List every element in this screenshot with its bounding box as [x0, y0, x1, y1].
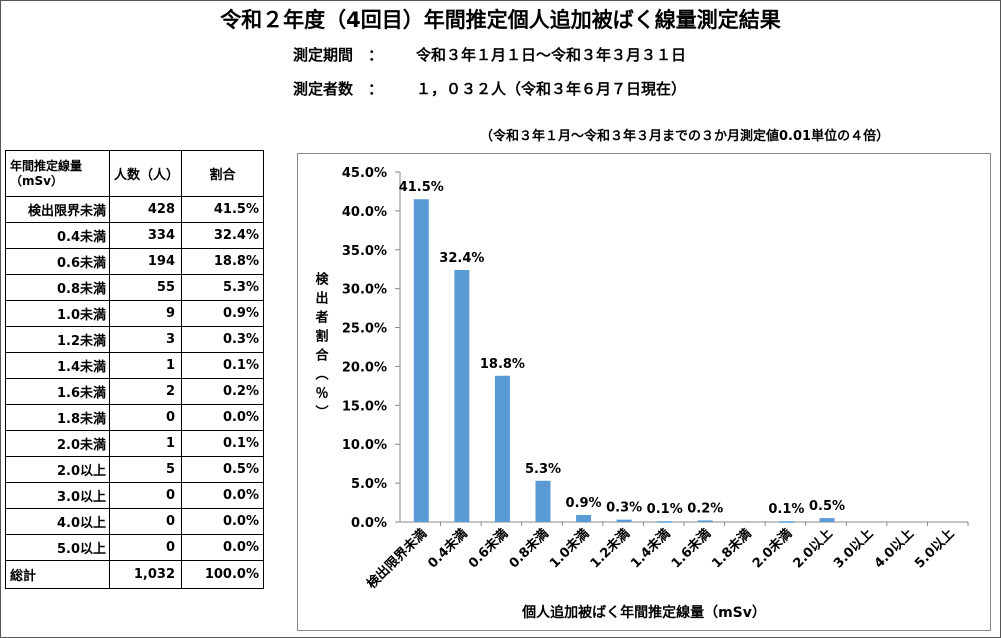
- page-title: 令和２年度（4回目）年間推定個人追加被ばく線量測定結果: [220, 8, 781, 32]
- bar: [494, 375, 510, 522]
- data-label: 0.1%: [768, 502, 804, 517]
- x-tick-label: 1.0未満: [546, 526, 592, 572]
- x-tick-label: 0.8未満: [506, 526, 552, 572]
- table-row: 0.6未満 194 18.8%: [5, 248, 264, 275]
- dose-cell: 0.8未満: [5, 274, 110, 301]
- col-header-count: 人数（人）: [109, 150, 182, 197]
- count-cell: 9: [109, 300, 182, 327]
- count-cell: 3: [109, 326, 182, 353]
- dose-cell: 検出限界未満: [5, 196, 110, 223]
- x-tick-label: 2.0未満: [749, 526, 795, 572]
- bar: [657, 521, 673, 523]
- ratio-cell: 0.2%: [181, 378, 264, 405]
- bar: [778, 521, 794, 523]
- dose-cell: 2.0未満: [5, 430, 110, 457]
- total-ratio: 100.0%: [181, 560, 264, 589]
- x-tick-label: 0.4未満: [425, 526, 471, 572]
- data-label: 0.2%: [687, 501, 723, 516]
- bar: [616, 519, 632, 522]
- dose-cell: 1.0未満: [5, 300, 110, 327]
- x-tick-label: 5.0以上: [912, 526, 957, 571]
- y-tick-label: 0.0%: [351, 516, 387, 531]
- x-tick-label: 検出限界未満: [364, 526, 430, 592]
- data-label: 18.8%: [480, 357, 525, 372]
- ratio-cell: 0.5%: [181, 456, 264, 483]
- x-tick-label: 4.0以上: [872, 526, 917, 571]
- data-label: 0.5%: [809, 499, 845, 514]
- y-tick-label: 10.0%: [342, 438, 387, 453]
- x-tick-label: 1.8未満: [709, 526, 755, 572]
- x-axis-title: 個人追加被ばく年間推定線量（mSv）: [521, 604, 766, 621]
- ratio-cell: 0.0%: [181, 534, 264, 561]
- bar: [454, 270, 470, 522]
- table-row: 1.6未満 2 0.2%: [5, 378, 264, 405]
- dose-cell: 1.6未満: [5, 378, 110, 405]
- ratio-cell: 18.8%: [181, 248, 264, 275]
- count-cell: 55: [109, 274, 182, 301]
- table-row: 5.0以上 0 0.0%: [5, 534, 264, 561]
- count-label: 測定者数 ：: [293, 80, 384, 98]
- table-row: 4.0以上 0 0.0%: [5, 508, 264, 535]
- x-tick-label: 1.2未満: [587, 526, 633, 572]
- ratio-cell: 0.0%: [181, 404, 264, 431]
- x-tick-label: 1.6未満: [668, 526, 714, 572]
- chart-area: [297, 153, 991, 631]
- bar: [576, 515, 592, 522]
- count-cell: 1: [109, 430, 182, 457]
- ratio-cell: 0.1%: [181, 430, 264, 457]
- count-cell: 1: [109, 352, 182, 379]
- y-tick-label: 20.0%: [342, 360, 387, 375]
- period-value: 令和３年１月１日～令和３年３月３１日: [416, 46, 687, 64]
- bar: [819, 518, 835, 522]
- data-label: 0.1%: [647, 502, 683, 517]
- data-label: 32.4%: [439, 251, 484, 266]
- table-total-row: 総計 1,032 100.0%: [5, 560, 264, 589]
- y-axis-title: 検出者割合（％）: [313, 271, 330, 424]
- x-tick-label: 1.4未満: [628, 526, 674, 572]
- dose-cell: 4.0以上: [5, 508, 110, 535]
- table-row: 0.4未満 334 32.4%: [5, 222, 264, 249]
- table-row: 1.0未満 9 0.9%: [5, 300, 264, 327]
- y-tick-label: 30.0%: [342, 283, 387, 298]
- table-row: 2.0未満 1 0.1%: [5, 430, 264, 457]
- x-tick-label: 0.6未満: [465, 526, 511, 572]
- bar: [535, 480, 551, 522]
- table-row: 検出限界未満 428 41.5%: [5, 196, 264, 223]
- period-label: 測定期間 ：: [293, 46, 384, 64]
- y-tick-label: 5.0%: [351, 477, 387, 492]
- y-tick-label: 35.0%: [342, 244, 387, 259]
- data-label: 5.3%: [525, 462, 561, 477]
- dose-table: 年間推定線量 （mSv） 人数（人） 割合 検出限界未満 428 41.5% 0.4未…: [5, 150, 264, 589]
- data-label: 41.5%: [399, 180, 444, 195]
- dose-cell: 1.2未満: [5, 326, 110, 353]
- dose-cell: 0.4未満: [5, 222, 110, 249]
- x-tick-label: 2.0以上: [791, 526, 836, 571]
- y-tick-label: 25.0%: [342, 322, 387, 337]
- col-header-ratio: 割合: [181, 150, 264, 197]
- data-label: 0.9%: [566, 496, 602, 511]
- dose-cell: 0.6未満: [5, 248, 110, 275]
- total-label: 総計: [5, 560, 110, 589]
- ratio-cell: 0.1%: [181, 352, 264, 379]
- count-cell: 0: [109, 482, 182, 509]
- y-tick-label: 15.0%: [342, 399, 387, 414]
- dose-cell: 5.0以上: [5, 534, 110, 561]
- dose-cell: 1.8未満: [5, 404, 110, 431]
- data-label: 0.3%: [606, 501, 642, 516]
- count-cell: 194: [109, 248, 182, 275]
- y-tick-label: 45.0%: [342, 166, 387, 181]
- col-header-dose-text: 年間推定線量 （mSv）: [10, 158, 83, 188]
- bar: [697, 520, 713, 522]
- x-tick-label: 3.0以上: [831, 526, 876, 571]
- ratio-cell: 0.0%: [181, 508, 264, 535]
- y-tick-label: 40.0%: [342, 205, 387, 220]
- count-value: １，０３２人（令和３年６月７日現在）: [416, 80, 687, 98]
- table-row: 0.8未満 55 5.3%: [5, 274, 264, 301]
- count-cell: 334: [109, 222, 182, 249]
- bar: [413, 199, 429, 522]
- chart-note: （令和３年１月～令和３年３月までの３か月測定値0.01単位の４倍）: [480, 129, 890, 144]
- count-cell: 5: [109, 456, 182, 483]
